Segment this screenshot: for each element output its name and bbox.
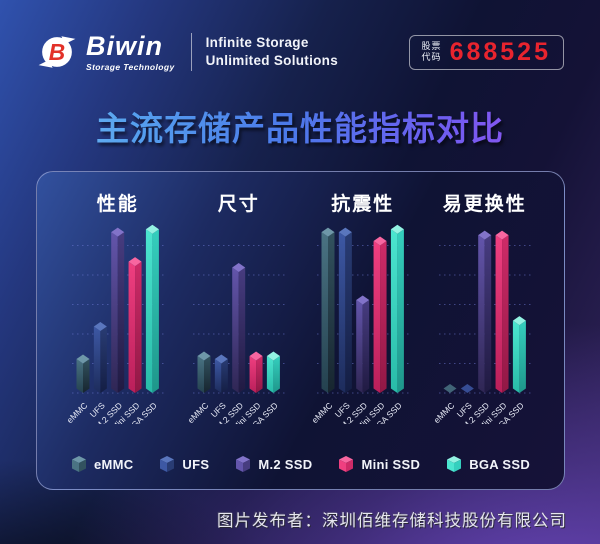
legend-label: UFS	[182, 456, 210, 472]
header: B Biwin Storage Technology Infinite Stor…	[36, 26, 564, 78]
bar	[93, 322, 107, 332]
bar	[373, 236, 387, 246]
bar	[478, 230, 492, 240]
legend-cube-icon	[447, 456, 462, 472]
bar	[214, 359, 222, 393]
bar	[273, 356, 280, 393]
bar	[390, 229, 398, 393]
bar	[495, 235, 503, 393]
bar	[266, 351, 280, 361]
legend-item: BGA SSD	[446, 455, 530, 473]
bar	[197, 356, 204, 393]
bar	[249, 356, 257, 393]
group-title: 易更换性	[443, 192, 527, 215]
legend-label: eMMC	[93, 456, 134, 472]
legend-cube-icon	[236, 456, 251, 472]
bar	[232, 267, 239, 393]
bar	[356, 295, 370, 305]
stock-code-value: 688525	[449, 37, 551, 66]
bar	[512, 320, 520, 393]
bar	[111, 227, 125, 237]
chart-panel: 性能 eMMC UFS M.2 SSD Mini SSD BGA SSD 尺寸 eMMC UFS…	[36, 171, 565, 490]
bar	[83, 359, 90, 393]
bar	[266, 356, 274, 393]
bar	[100, 326, 107, 393]
bar	[152, 229, 159, 393]
legend-cube-icon	[339, 456, 354, 472]
bar	[338, 232, 346, 393]
bar	[197, 351, 211, 361]
legend-item: eMMC	[71, 455, 133, 473]
bar	[93, 326, 101, 393]
chart-legend: eMMC UFS M.2 SSD Mini SSD BGA SSD	[37, 455, 564, 473]
bar	[145, 224, 159, 234]
page-title: 主流存储产品性能指标对比	[0, 102, 600, 150]
bar	[76, 354, 90, 364]
stock-code-label: 股票 代码	[421, 40, 442, 62]
legend-item: M.2 SSD	[235, 455, 312, 473]
bar	[128, 261, 136, 393]
legend-label: M.2 SSD	[258, 456, 313, 472]
footer-credit: 图片发布者：深圳佰维存储科技股份有限公司	[217, 512, 567, 530]
header-divider	[190, 33, 192, 71]
bar	[478, 235, 485, 393]
logo-text: Biwin Storage Technology	[86, 30, 175, 72]
tagline: Infinite Storage Unlimited Solutions	[206, 34, 338, 70]
bar	[345, 232, 352, 393]
legend-item: Mini SSD	[338, 455, 420, 473]
biwin-logo-icon: B	[38, 36, 76, 68]
bar	[117, 232, 125, 393]
legend-label: BGA SSD	[469, 456, 531, 472]
bar	[256, 356, 263, 393]
brand-subtitle: Storage Technology	[86, 61, 175, 72]
bar	[512, 316, 526, 326]
category-label: eMMC	[65, 400, 90, 424]
legend-cube-icon	[71, 456, 86, 472]
tagline-line1: Infinite Storage	[205, 34, 309, 50]
bar	[135, 261, 142, 393]
tagline-line2: Unlimited Solutions	[205, 53, 339, 68]
legend-cube-icon	[160, 456, 175, 472]
bar	[519, 320, 526, 393]
bar	[356, 300, 363, 393]
bar	[362, 300, 370, 393]
bar-zero	[460, 384, 474, 393]
bar	[495, 230, 509, 240]
bar	[128, 257, 142, 267]
bar	[328, 232, 335, 393]
group-title: 性能	[97, 192, 139, 215]
bar	[321, 232, 328, 393]
bar-zero	[443, 384, 457, 393]
category-label: eMMC	[186, 400, 211, 424]
bar	[232, 263, 246, 273]
bar	[373, 241, 381, 393]
category-label: eMMC	[432, 400, 457, 424]
legend-item: UFS	[159, 455, 209, 473]
bar	[321, 227, 335, 237]
bar	[380, 241, 387, 393]
stock-code-box: 股票 代码 688525	[408, 34, 564, 70]
bar	[390, 224, 404, 234]
bar	[76, 359, 83, 393]
bar	[397, 229, 404, 393]
bar	[221, 359, 228, 393]
legend-label: Mini SSD	[361, 456, 421, 472]
group-title: 尺寸	[218, 192, 260, 215]
bar	[249, 351, 263, 361]
svg-text:B: B	[49, 39, 65, 65]
bar	[484, 235, 492, 393]
group-title: 抗震性	[331, 192, 394, 215]
bar	[502, 235, 509, 393]
bar	[214, 354, 228, 364]
bar	[338, 227, 352, 237]
bar	[111, 232, 118, 393]
brand-name: Biwin	[86, 30, 163, 61]
category-label: eMMC	[310, 400, 335, 424]
bar	[204, 356, 211, 393]
bar	[238, 267, 246, 393]
bar	[145, 229, 153, 393]
